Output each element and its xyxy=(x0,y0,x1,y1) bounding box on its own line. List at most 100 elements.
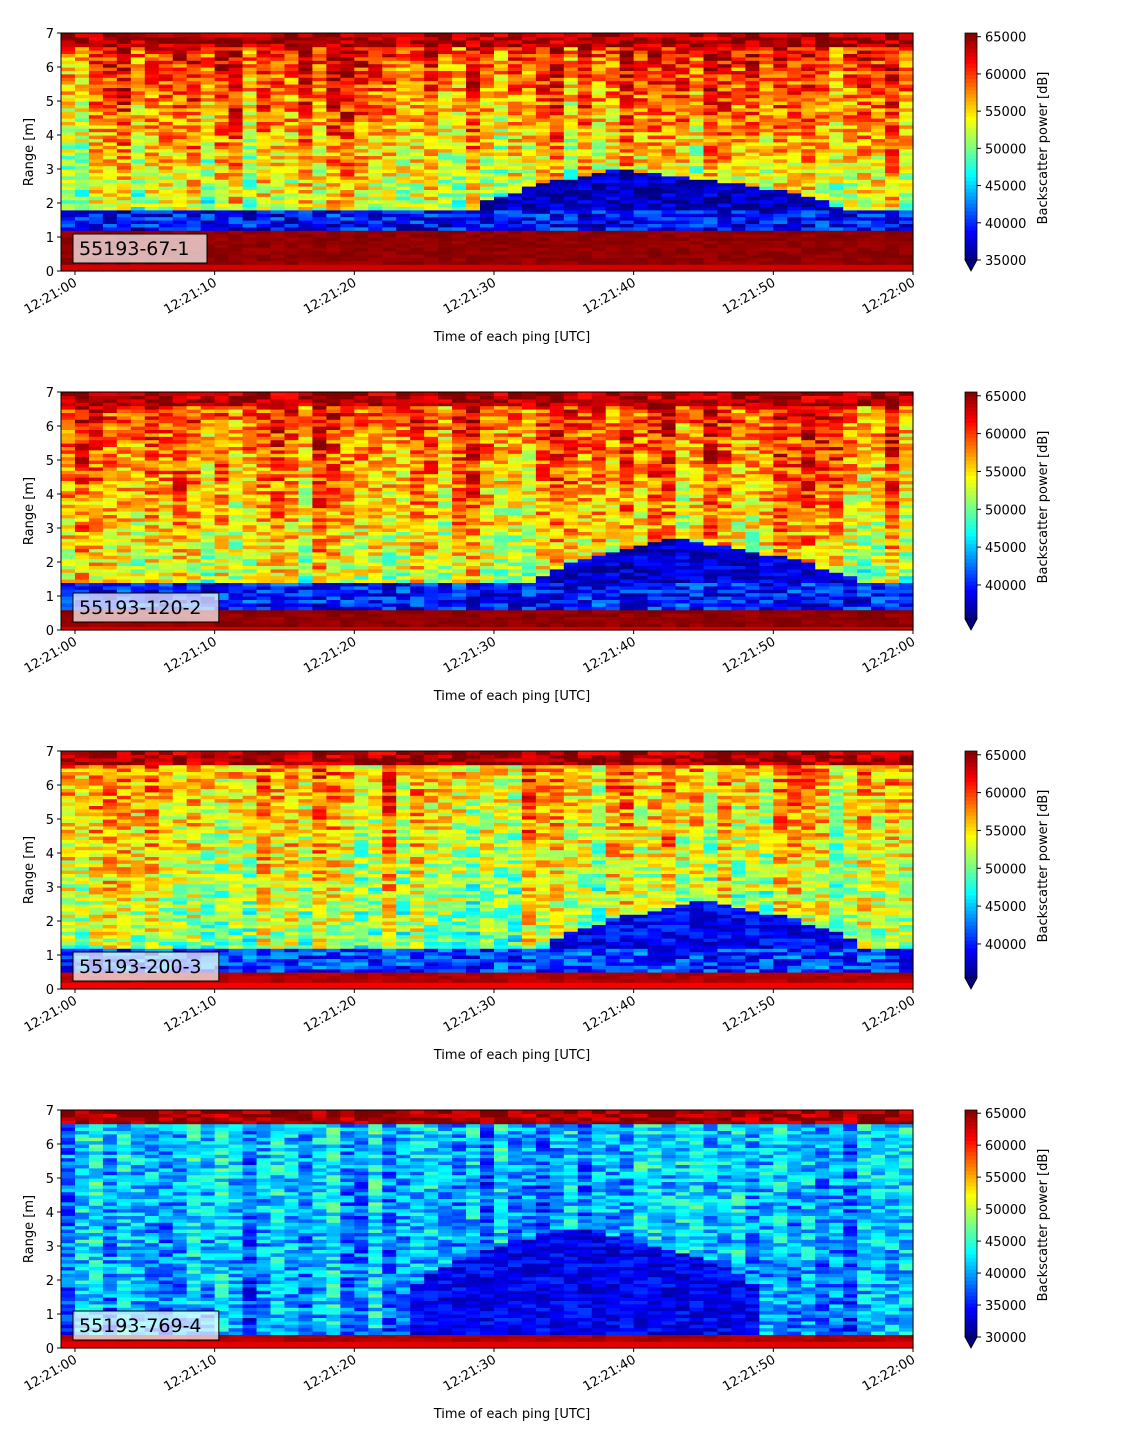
heatmap-cell xyxy=(298,200,313,204)
heatmap-cell xyxy=(187,176,202,180)
heatmap-cell xyxy=(103,264,118,268)
heatmap-cell xyxy=(634,166,649,170)
heatmap-cell xyxy=(117,264,132,268)
heatmap-cell xyxy=(606,183,621,187)
heatmap-cell xyxy=(229,244,244,248)
heatmap-cell xyxy=(61,419,76,423)
heatmap-cell xyxy=(620,210,635,214)
heatmap-cell xyxy=(229,159,244,163)
heatmap-cell xyxy=(382,227,397,231)
heatmap-cell xyxy=(787,149,802,153)
heatmap-cell xyxy=(131,264,146,268)
heatmap-cell xyxy=(676,251,691,255)
heatmap-cell xyxy=(61,402,76,406)
heatmap-cell xyxy=(536,227,551,231)
heatmap-cell xyxy=(354,33,369,37)
colorbar-segment xyxy=(965,52,977,56)
heatmap-cell xyxy=(75,142,90,146)
heatmap-cell xyxy=(75,193,90,197)
heatmap-cell xyxy=(201,200,216,204)
heatmap-cell xyxy=(885,142,900,146)
heatmap-cell xyxy=(159,142,174,146)
colorbar-segment xyxy=(965,112,977,116)
heatmap-cell xyxy=(536,210,551,214)
colorbar-extend xyxy=(965,260,977,271)
heatmap-cell xyxy=(745,193,760,197)
heatmap-cell xyxy=(662,210,677,214)
heatmap-cell xyxy=(354,264,369,268)
heatmap-cell xyxy=(340,193,355,197)
heatmap-cell xyxy=(578,142,593,146)
heatmap-cell xyxy=(145,176,160,180)
heatmap-cell xyxy=(61,183,76,187)
heatmap-cell xyxy=(410,166,425,170)
heatmap-cell xyxy=(354,166,369,170)
heatmap-cell xyxy=(75,200,90,204)
heatmap-cell xyxy=(648,176,663,180)
heatmap-cell xyxy=(662,244,677,248)
heatmap-cell xyxy=(326,159,341,163)
heatmap-cell xyxy=(648,132,663,136)
heatmap-cell xyxy=(773,210,788,214)
heatmap-cell xyxy=(201,166,216,170)
heatmap-cell xyxy=(298,217,313,221)
heatmap-cell xyxy=(676,193,691,197)
heatmap-cell xyxy=(145,436,160,440)
heatmap-cell xyxy=(494,132,509,136)
heatmap-cell xyxy=(131,227,146,231)
heatmap-cell xyxy=(731,251,746,255)
heatmap-cell xyxy=(592,227,607,231)
heatmap-cell xyxy=(480,210,495,214)
heatmap-cell xyxy=(466,33,481,37)
heatmap-cell xyxy=(145,453,160,457)
heatmap-cell xyxy=(648,183,663,187)
heatmap-cell xyxy=(676,33,691,37)
heatmap-cell xyxy=(312,217,327,221)
heatmap-cell xyxy=(284,149,299,153)
heatmap-cell xyxy=(466,193,481,197)
heatmap-cell xyxy=(89,33,104,37)
heatmap-cell xyxy=(773,217,788,221)
heatmap-cell xyxy=(173,200,188,204)
heatmap-cell xyxy=(731,142,746,146)
heatmap-cell xyxy=(173,183,188,187)
heatmap-cell xyxy=(61,217,76,221)
heatmap-cell xyxy=(662,176,677,180)
heatmap-cell xyxy=(592,132,607,136)
heatmap-cell xyxy=(159,392,174,396)
heatmap-cell xyxy=(89,436,104,440)
heatmap-cell xyxy=(745,217,760,221)
heatmap-cell xyxy=(508,159,523,163)
heatmap-cell xyxy=(829,200,844,204)
heatmap-cell xyxy=(634,200,649,204)
heatmap-cell xyxy=(480,166,495,170)
heatmap-cell xyxy=(885,183,900,187)
heatmap-cell xyxy=(690,217,705,221)
heatmap-cell xyxy=(801,264,816,268)
heatmap-cell xyxy=(731,217,746,221)
heatmap-cell xyxy=(885,159,900,163)
heatmap-cell xyxy=(885,251,900,255)
heatmap-cell xyxy=(690,183,705,187)
heatmap-cell xyxy=(382,193,397,197)
heatmap-cell xyxy=(871,251,886,255)
heatmap-cell xyxy=(354,217,369,221)
heatmap-cell xyxy=(773,149,788,153)
heatmap-cell xyxy=(480,244,495,248)
heatmap-cell xyxy=(620,217,635,221)
heatmap-cell xyxy=(396,142,411,146)
heatmap-cell xyxy=(508,227,523,231)
heatmap-cell xyxy=(89,487,104,491)
heatmap-cell xyxy=(466,132,481,136)
heatmap-cell xyxy=(550,227,565,231)
heatmap-cell xyxy=(550,200,565,204)
heatmap-cell xyxy=(843,210,858,214)
heatmap-cell xyxy=(676,166,691,170)
heatmap-cell xyxy=(564,183,579,187)
heatmap-cell xyxy=(759,217,774,221)
colorbar-segment xyxy=(965,139,977,143)
heatmap-cell xyxy=(354,149,369,153)
heatmap-cell xyxy=(690,176,705,180)
colorbar-segment xyxy=(965,169,977,173)
